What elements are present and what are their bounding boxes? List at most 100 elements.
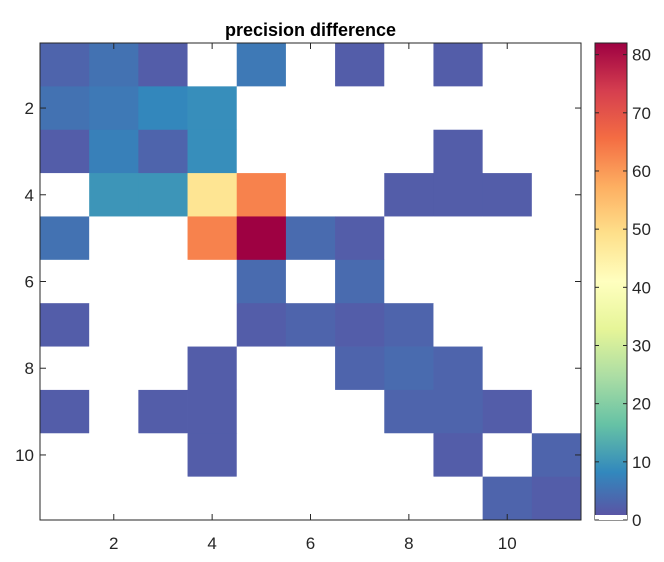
heatmap-cell — [40, 476, 90, 521]
heatmap-cell — [482, 259, 533, 304]
heatmap-cell — [40, 43, 90, 87]
colorbar-axis: 0 10 20 30 40 50 60 70 80 — [595, 46, 651, 530]
heatmap-cell — [531, 259, 582, 304]
colorbar-zero-band — [595, 515, 627, 520]
heatmap-cell — [384, 389, 434, 434]
heatmap-cell — [40, 303, 90, 347]
heatmap-cell — [482, 86, 533, 131]
heatmap-cell — [236, 433, 287, 478]
colorbar-gradient — [595, 43, 627, 520]
heatmap-cell — [89, 216, 139, 261]
colorbar-tick-label: 60 — [632, 162, 651, 181]
heatmap-cell — [384, 259, 434, 304]
heatmap-cell — [187, 259, 238, 304]
heatmap-cell — [384, 346, 434, 391]
x-tick-label: 4 — [207, 534, 216, 553]
heatmap-cell — [89, 433, 139, 478]
chart-title: precision difference — [225, 20, 396, 40]
heatmap-cell — [138, 129, 188, 174]
colorbar-tick-label: 70 — [632, 104, 651, 123]
x-tick-label: 6 — [306, 534, 315, 553]
heatmap-cell — [40, 216, 90, 261]
colorbar-tick-label: 80 — [632, 46, 651, 65]
heatmap-cell — [89, 476, 139, 521]
heatmap-cell — [89, 86, 139, 131]
heatmap-cell — [384, 216, 434, 261]
heatmap-cell — [285, 43, 336, 87]
heatmap-cell — [285, 389, 336, 434]
heatmap-cell — [187, 389, 238, 434]
colorbar-tick-label: 30 — [632, 336, 651, 355]
y-axis: 2 4 6 8 10 — [15, 99, 581, 465]
heatmap-cell — [89, 346, 139, 391]
heatmap-cell — [138, 433, 188, 478]
heatmap-cell — [285, 433, 336, 478]
y-tick-label: 6 — [25, 273, 34, 292]
heatmap-cell — [138, 173, 188, 217]
heatmap-cell — [187, 173, 238, 217]
heatmap-cell — [482, 389, 533, 434]
heatmap-cell — [335, 43, 385, 87]
heatmap-cell — [236, 173, 287, 217]
heatmap-cell — [335, 346, 385, 391]
heatmap-cell — [187, 346, 238, 391]
heatmap-cell — [482, 173, 533, 217]
y-tick-label: 2 — [25, 99, 34, 118]
x-tick-label: 8 — [404, 534, 413, 553]
heatmap-cell — [89, 303, 139, 347]
heatmap-cell — [384, 86, 434, 131]
heatmap-cell — [335, 433, 385, 478]
heatmap-cell — [89, 173, 139, 217]
heatmap-cell — [335, 216, 385, 261]
heatmap-cell — [335, 259, 385, 304]
heatmap-cell — [384, 433, 434, 478]
heatmap-cell — [138, 259, 188, 304]
heatmap-cell — [40, 346, 90, 391]
heatmap-cell — [531, 86, 582, 131]
heatmap-cell — [40, 259, 90, 304]
heatmap-cell — [285, 259, 336, 304]
heatmap-cell — [40, 129, 90, 174]
heatmap-cell — [335, 389, 385, 434]
heatmap-cell — [187, 216, 238, 261]
heatmap-cell — [531, 389, 582, 434]
heatmap-cell — [433, 43, 484, 87]
heatmap-cell — [236, 346, 287, 391]
heatmap-cell — [40, 389, 90, 434]
heatmap-cell — [236, 216, 287, 261]
x-tick-label: 10 — [498, 534, 517, 553]
heatmap-cell — [433, 346, 484, 391]
heatmap-cell — [89, 129, 139, 174]
heatmap-cell — [335, 476, 385, 521]
heatmap-cell — [433, 173, 484, 217]
heatmap-cell — [531, 476, 582, 521]
heatmap-cell — [433, 389, 484, 434]
heatmap-cell — [482, 476, 533, 521]
heatmap-cell — [384, 303, 434, 347]
heatmap-cell — [236, 389, 287, 434]
x-axis: 2 4 6 8 10 — [109, 43, 517, 553]
heatmap-cell — [335, 129, 385, 174]
heatmap-cell — [482, 303, 533, 347]
heatmap-cell — [138, 346, 188, 391]
heatmap-cell — [335, 86, 385, 131]
heatmap-cell — [138, 216, 188, 261]
heatmap-cell — [335, 173, 385, 217]
heatmap-cell — [40, 173, 90, 217]
colorbar-tick-label: 50 — [632, 220, 651, 239]
heatmap-cell — [433, 259, 484, 304]
heatmap-cell — [531, 303, 582, 347]
heatmap-cell — [236, 129, 287, 174]
heatmap-cell — [335, 303, 385, 347]
heatmap-cell — [138, 476, 188, 521]
heatmap-cell — [531, 129, 582, 174]
heatmap-cell — [285, 303, 336, 347]
heatmap-cell — [40, 433, 90, 478]
heatmap-cell — [384, 173, 434, 217]
y-tick-label: 8 — [25, 359, 34, 378]
heatmap-cell — [384, 129, 434, 174]
heatmap-cell — [89, 389, 139, 434]
y-tick-label: 4 — [25, 186, 34, 205]
colorbar-tick-label: 20 — [632, 395, 651, 414]
